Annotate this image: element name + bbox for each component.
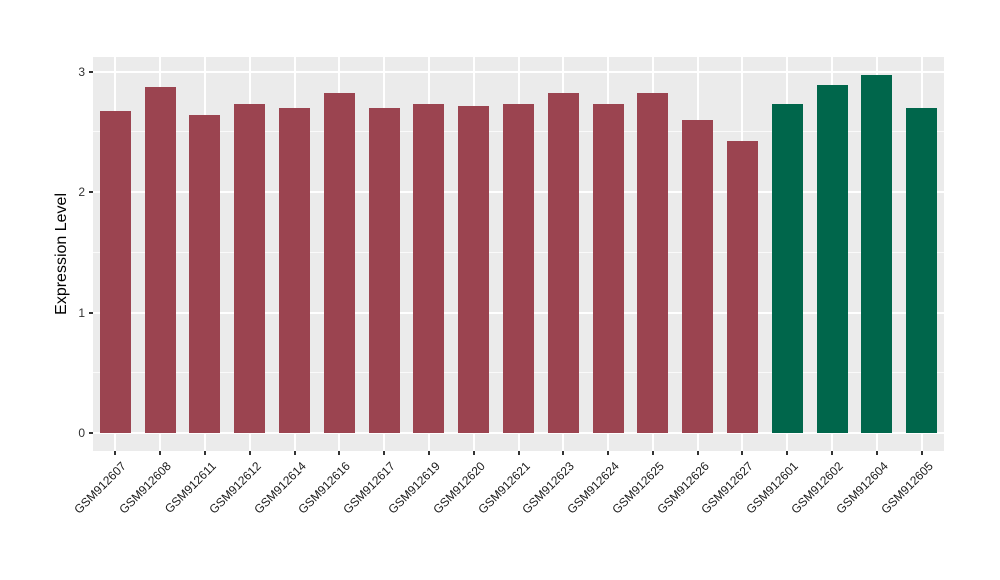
x-tick-mark (472, 451, 475, 455)
bar-GSM912617 (369, 107, 400, 433)
bar-GSM912612 (234, 104, 265, 433)
bar-GSM912611 (189, 114, 220, 433)
y-tick-mark (89, 70, 93, 73)
bar-GSM912625 (637, 93, 668, 433)
y-tick-label: 3 (78, 64, 85, 79)
x-tick-mark (383, 451, 386, 455)
x-tick-mark (920, 451, 923, 455)
x-tick-mark (517, 451, 520, 455)
bar-GSM912604 (861, 75, 892, 433)
y-tick-mark (89, 432, 93, 434)
bar-GSM912620 (458, 106, 489, 433)
y-axis-title-text: Expression Level (53, 193, 70, 315)
x-tick-label: GSM912605 (877, 459, 936, 517)
x-tick-mark (203, 451, 206, 455)
major-gridline (93, 70, 944, 73)
x-tick-mark (248, 451, 251, 455)
bar-GSM912602 (817, 84, 848, 433)
x-tick-mark (696, 451, 699, 455)
y-tick-mark (89, 191, 93, 193)
bar-GSM912607 (100, 111, 131, 433)
x-tick-mark (338, 451, 341, 455)
x-tick-mark (786, 451, 789, 455)
x-tick-mark (562, 451, 565, 455)
x-tick-mark (875, 451, 878, 455)
y-tick-label: 1 (78, 305, 85, 320)
x-tick-mark (114, 451, 117, 455)
bar-GSM912619 (413, 104, 444, 433)
bar-GSM912623 (548, 93, 579, 433)
y-axis-title: Expression Level (50, 57, 74, 451)
y-tick-mark (89, 311, 93, 314)
x-tick-mark (741, 451, 744, 455)
bar-GSM912608 (145, 87, 176, 433)
bar-GSM912624 (593, 104, 624, 433)
x-tick-mark (831, 451, 834, 455)
x-tick-mark (293, 451, 296, 455)
x-tick-mark (159, 451, 162, 455)
x-tick-mark (427, 451, 430, 455)
bar-GSM912616 (324, 93, 355, 433)
bar-GSM912601 (772, 104, 803, 433)
plot-panel (93, 57, 944, 451)
bar-GSM912627 (727, 141, 758, 433)
bar-GSM912614 (279, 107, 310, 433)
y-tick-label: 2 (78, 185, 85, 199)
bar-GSM912621 (503, 104, 534, 433)
y-tick-label: 0 (78, 426, 85, 440)
bar-GSM912605 (906, 107, 937, 433)
x-tick-mark (607, 451, 610, 455)
bar-GSM912626 (682, 119, 713, 433)
x-tick-mark (651, 451, 654, 455)
